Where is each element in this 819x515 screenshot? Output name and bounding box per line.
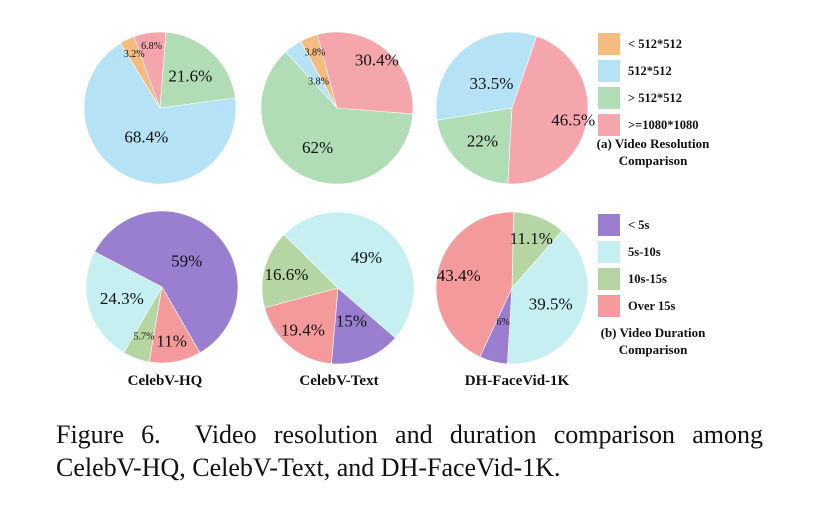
legend-title: Comparison xyxy=(619,342,688,357)
pie-data-label: 3.2% xyxy=(124,49,145,60)
pie-charts-figure: 3.2% 68.4% 21.6% 6.8% 3.8% 3.8% 62% 30.4% 33.5% 2… xyxy=(83,31,710,389)
pie-data-label: 46.5% xyxy=(551,111,595,130)
pie-data-label: 19.4% xyxy=(281,321,325,340)
legend-entry: >=1080*1080 xyxy=(628,118,699,132)
pie-duration-celebv-hq: 59% 24.3% 5.7% 11% xyxy=(85,210,239,364)
pie-data-label: 43.4% xyxy=(437,266,481,285)
pie-data-label: 21.6% xyxy=(168,67,212,86)
pie-slice-5s xyxy=(331,287,396,365)
pie-data-label: 15% xyxy=(336,312,367,331)
pie-data-label: 6% xyxy=(497,317,510,328)
pie-data-label: 30.4% xyxy=(355,51,399,70)
pie-data-label: 68.4% xyxy=(124,127,168,146)
legend-swatch xyxy=(598,295,620,317)
legend-entry: < 512*512 xyxy=(628,37,682,51)
pie-slice-5s-10s xyxy=(507,230,589,365)
legend-swatch xyxy=(598,114,620,136)
pie-data-label: 22% xyxy=(467,131,498,150)
pie-slice-512-512 xyxy=(435,31,538,121)
legend-title: Comparison xyxy=(619,153,688,168)
pie-data-label: 11% xyxy=(156,331,187,350)
pie-slice-5s-10s xyxy=(85,251,163,354)
pie-slice-over-15s xyxy=(264,287,339,365)
legend-title: (b) Video Duration xyxy=(601,325,707,340)
pie-data-label: 11.1% xyxy=(510,229,553,248)
pie-slice-1080-1080 xyxy=(507,35,589,185)
figure-caption: Figure 6. Video resolution and duration … xyxy=(56,420,763,482)
pie-grid: 3.2% 68.4% 21.6% 6.8% 3.8% 3.8% 62% 30.4% 33.5% 2… xyxy=(83,31,595,365)
legend-resolution: < 512*512 512*512 > 512*512 >=1080*1080 (a) … xyxy=(597,33,710,168)
pie-resolution-celebv-text: 3.8% 3.8% 62% 30.4% xyxy=(260,31,414,185)
pie-slice-512-512 xyxy=(436,107,513,185)
legend-entry: < 5s xyxy=(628,218,649,232)
pie-resolution-celebv-hq: 3.2% 68.4% 21.6% 6.8% xyxy=(83,31,237,185)
pie-duration-dh-facevid-1k: 6% 39.5% 11.1% 43.4% xyxy=(435,211,589,365)
legend-swatch xyxy=(598,241,620,263)
pie-data-label: 5.7% xyxy=(133,332,154,343)
pie-slice-1080-1080 xyxy=(316,31,414,115)
pie-slice-10s-15s xyxy=(261,234,339,309)
legend-swatch xyxy=(598,214,620,236)
legends: < 512*512 512*512 > 512*512 >=1080*1080 (a) … xyxy=(597,33,710,357)
pie-slice-512-512 xyxy=(260,51,414,185)
dataset-label-celebv-text: CelebV-Text xyxy=(299,373,378,389)
pie-slice-5s xyxy=(94,210,239,354)
pie-slice-512-512 xyxy=(159,31,236,109)
pie-data-label: 3.8% xyxy=(304,48,325,59)
legend-entry: Over 15s xyxy=(628,299,675,313)
legend-entry: 10s-15s xyxy=(628,272,667,286)
dataset-label-celebv-hq: CelebV-HQ xyxy=(128,373,203,389)
legend-entry: 5s-10s xyxy=(628,245,661,259)
dataset-labels: CelebV-HQ CelebV-Text DH-FaceVid-1K xyxy=(128,373,570,389)
pie-resolution-dh-facevid-1k: 33.5% 22% 46.5% xyxy=(435,31,595,185)
pie-data-label: 16.6% xyxy=(265,265,309,284)
pie-data-label: 49% xyxy=(351,248,382,267)
pie-slice-1080-1080 xyxy=(133,31,167,109)
legend-entry: > 512*512 xyxy=(628,91,682,105)
legend-title: (a) Video Resolution xyxy=(597,136,710,151)
pie-slice-5s-10s xyxy=(283,211,415,339)
legend-swatch xyxy=(598,60,620,82)
legend-swatch xyxy=(598,268,620,290)
legend-swatch xyxy=(598,87,620,109)
pie-slice-over-15s xyxy=(148,286,201,364)
pie-slice-over-15s xyxy=(435,211,514,358)
pie-data-label: 39.5% xyxy=(529,294,573,313)
pie-data-label: 6.8% xyxy=(141,41,162,52)
legend-entry: 512*512 xyxy=(628,64,672,78)
pie-data-label: 3.8% xyxy=(308,77,329,88)
pie-slice-512-512 xyxy=(83,42,237,185)
pie-data-label: 59% xyxy=(171,252,202,271)
dataset-label-dh-facevid-1k: DH-FaceVid-1K xyxy=(465,373,570,389)
pie-data-label: 62% xyxy=(302,138,333,157)
pie-data-label: 33.5% xyxy=(469,74,513,93)
pie-data-label: 24.3% xyxy=(100,289,144,308)
pie-duration-celebv-text: 15% 49% 16.6% 19.4% xyxy=(261,211,415,365)
legend-duration: < 5s 5s-10s 10s-15s Over 15s (b) Video Durat… xyxy=(598,214,706,357)
legend-swatch xyxy=(598,33,620,55)
